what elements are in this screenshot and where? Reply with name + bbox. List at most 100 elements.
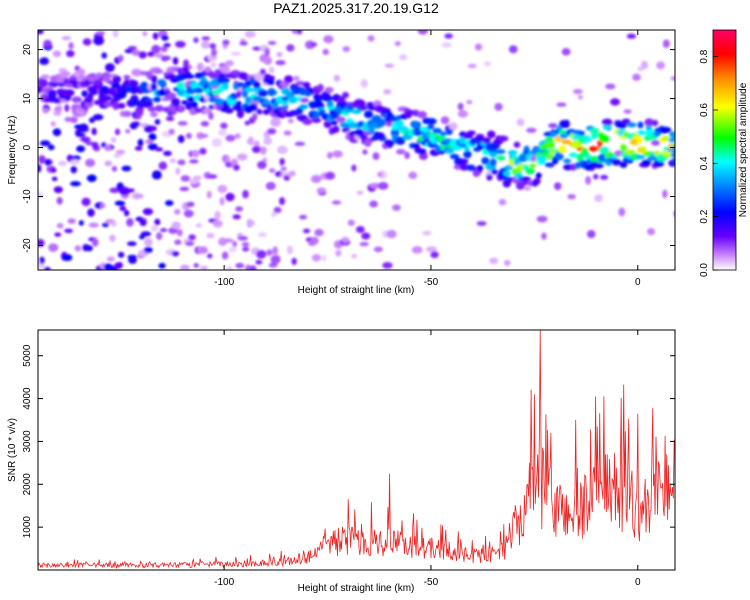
- figure-title: PAZ1.2025.317.20.19.G12: [273, 0, 439, 16]
- spectrogram-cell: [451, 145, 463, 151]
- spectrogram-cell: [149, 111, 158, 118]
- spectrogram-cell: [432, 127, 442, 134]
- spectrogram-cell: [39, 140, 51, 147]
- spectrogram-cell: [109, 234, 116, 242]
- spectrogram-cell: [466, 100, 473, 105]
- spectrogram-cell: [548, 123, 558, 129]
- spectrogram-cell: [545, 141, 555, 148]
- spectrogram-cell: [230, 51, 242, 56]
- spectrogram-cell: [159, 228, 168, 233]
- spectrogram-cell: [457, 110, 469, 118]
- spectrogram-cell: [281, 96, 289, 102]
- spectrogram-cell: [92, 114, 104, 121]
- spectrogram-cell: [91, 141, 99, 150]
- snr-ytick-label: 5000: [22, 344, 33, 367]
- spectrogram-cell: [263, 136, 273, 146]
- spectrogram-cell: [131, 49, 141, 56]
- spectrogram-cell: [174, 40, 186, 48]
- spectrogram-cell: [93, 36, 105, 46]
- spectrogram-cell: [377, 171, 383, 178]
- spectrogram-cell: [444, 33, 453, 39]
- spectrogram-cell: [326, 151, 333, 159]
- spectrogram-cell: [127, 188, 135, 193]
- spectrogram-cell: [644, 118, 654, 127]
- spectrogram-cell: [201, 40, 210, 49]
- spectrogram-cell: [183, 74, 195, 79]
- spectrogram-cell: [361, 232, 371, 240]
- spectrogram-cell: [217, 184, 228, 193]
- spectrogram-ytick-label: 20: [22, 44, 33, 56]
- spectrogram-cell: [242, 189, 249, 199]
- spectrogram-cell: [283, 175, 291, 181]
- spectrogram-cell: [168, 128, 175, 135]
- spectrogram-cell: [38, 164, 42, 173]
- spectrogram-cell: [279, 158, 285, 166]
- spectrogram-cell: [288, 170, 296, 177]
- spectrogram-cell: [204, 66, 212, 74]
- snr-panel: -100 -50 0 1000 2000 3000 4000 5000 Height of …: [7, 329, 676, 594]
- spectrogram-cell: [489, 151, 498, 158]
- spectrogram-cell: [265, 181, 276, 191]
- spectrogram-cell: [232, 240, 238, 248]
- spectrogram-cell: [336, 116, 346, 123]
- spectrogram-cell: [439, 131, 448, 137]
- spectrogram-cell: [650, 139, 661, 146]
- spectrogram-cell: [351, 254, 357, 259]
- spectrogram-cell: [314, 228, 324, 237]
- spectrogram-cell: [76, 68, 86, 77]
- spectrogram-cell: [216, 85, 225, 93]
- spectrogram-cell: [341, 91, 350, 99]
- spectrogram-cell: [268, 66, 275, 74]
- spectrogram-cell: [532, 179, 539, 187]
- spectrogram-cell: [251, 145, 262, 154]
- spectrogram-cell: [427, 124, 435, 130]
- spectrogram-cell: [143, 237, 153, 247]
- spectrogram-cell: [191, 149, 200, 158]
- spectrogram-cell: [209, 43, 217, 49]
- spectrogram-cell: [85, 158, 96, 168]
- spectrogram-cell: [140, 231, 152, 237]
- spectrogram-cell: [525, 167, 535, 175]
- spectrogram-cell: [70, 165, 78, 174]
- spectrogram-cell: [151, 172, 162, 180]
- spectrogram-cell: [38, 87, 43, 94]
- spectrogram-cell: [221, 251, 229, 260]
- spectrogram-cell: [265, 78, 275, 86]
- spectrogram-cell: [139, 70, 148, 76]
- spectrogram-cell: [259, 68, 266, 75]
- spectrogram-cell: [104, 63, 115, 73]
- spectrogram-cell: [95, 30, 106, 36]
- spectrogram-cell: [176, 82, 188, 90]
- spectrogram-cell: [256, 108, 263, 115]
- spectrogram-cell: [149, 125, 157, 132]
- spectrogram-cell: [385, 120, 393, 127]
- spectrogram-cell: [259, 146, 267, 155]
- spectrogram-cell: [247, 136, 254, 146]
- spectrogram-cell: [237, 236, 249, 241]
- spectrogram-cell: [661, 136, 671, 141]
- spectrogram-cell: [369, 200, 378, 208]
- spectrogram-cell: [535, 155, 547, 162]
- spectrogram-cell: [153, 52, 164, 59]
- spectrogram-cell: [218, 129, 227, 136]
- spectrogram-cell: [275, 60, 286, 66]
- spectrogram-cell: [52, 128, 62, 137]
- spectrogram-cell: [620, 144, 627, 152]
- spectrogram-cell: [50, 121, 56, 127]
- spectrogram-cell: [382, 261, 393, 269]
- spectrogram-cell: [339, 122, 350, 128]
- spectrogram-cell: [68, 42, 74, 50]
- spectrogram-cell: [131, 68, 142, 77]
- spectrogram-cell: [61, 36, 72, 41]
- spectrogram-cell: [244, 30, 256, 38]
- spectrogram-cell: [293, 75, 300, 81]
- spectrogram-cell: [160, 45, 168, 53]
- spectrogram-cell: [228, 247, 237, 253]
- spectrogram-cell: [53, 110, 62, 116]
- spectrogram-cell: [299, 104, 309, 110]
- colorbar-tick-label: 0.2: [699, 209, 710, 223]
- spectrogram-cell: [372, 152, 380, 161]
- spectrogram-cell: [383, 89, 392, 95]
- spectrogram-cell: [321, 255, 327, 262]
